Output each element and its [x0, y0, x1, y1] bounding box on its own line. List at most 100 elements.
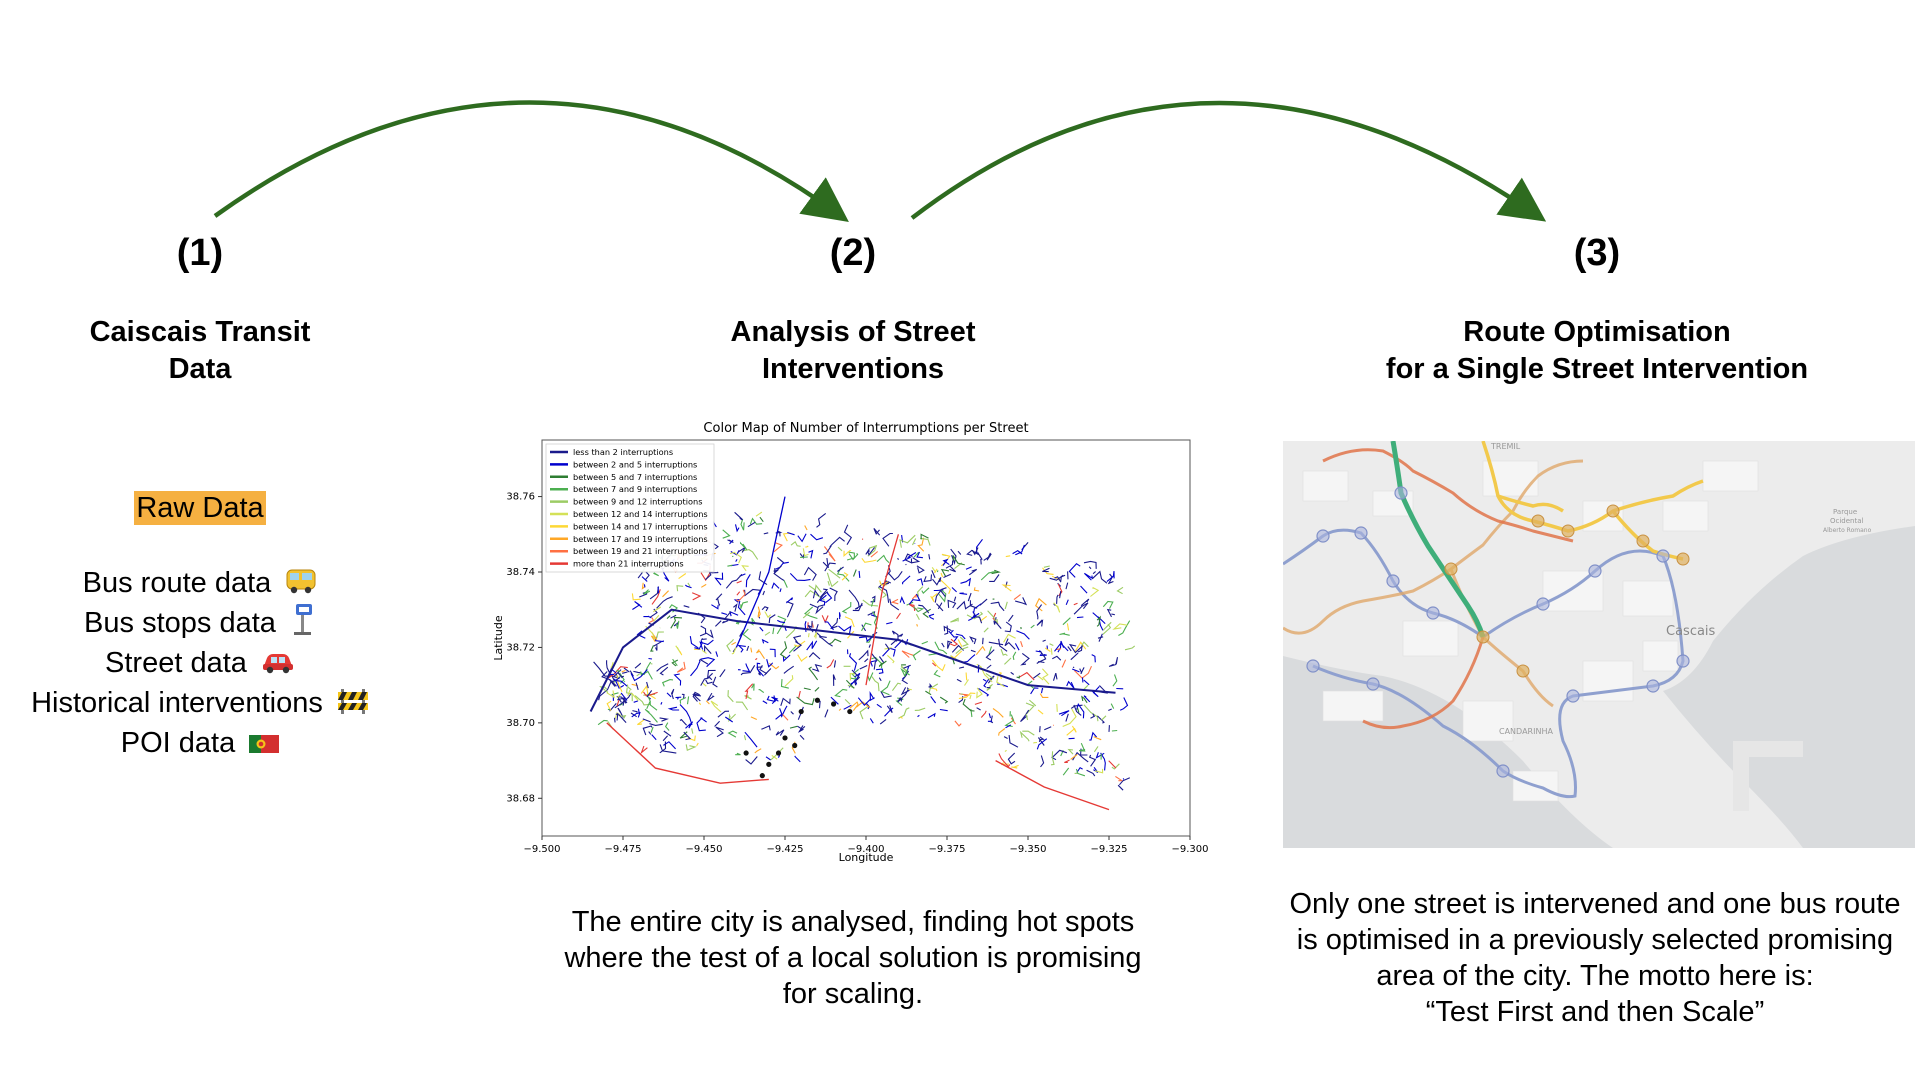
street-segment	[744, 731, 758, 748]
street-segment	[653, 641, 662, 647]
street-segment	[664, 722, 670, 731]
street-segment	[705, 679, 713, 685]
street-segment	[939, 708, 948, 712]
street-segment	[1117, 784, 1124, 791]
street-segment	[878, 656, 885, 663]
street-segment	[836, 567, 850, 582]
street-segment	[890, 598, 899, 605]
street-segment	[859, 706, 869, 720]
street-segment	[1066, 623, 1070, 631]
street-segment	[1040, 651, 1047, 660]
street-segment	[735, 589, 746, 602]
street-segment	[1003, 633, 1016, 643]
legend-entry: less than 2 interruptions	[573, 447, 673, 457]
street-segment	[838, 708, 842, 711]
street-segment	[789, 725, 798, 729]
street-segment	[1080, 598, 1090, 607]
street-segment	[843, 524, 853, 545]
street-segment	[1005, 724, 1012, 729]
street-segment	[773, 565, 785, 582]
street-segment	[785, 597, 794, 604]
x-tick-label: −9.375	[928, 844, 965, 855]
street-segment	[769, 648, 776, 658]
street-segment	[701, 638, 707, 641]
street-segment	[1073, 602, 1078, 606]
street-segment	[965, 566, 972, 570]
street-segment	[904, 553, 913, 564]
street-segment	[1065, 599, 1069, 606]
y-tick-label: 38.70	[506, 718, 535, 729]
street-segment	[1067, 646, 1072, 652]
street-segment	[1008, 735, 1019, 748]
street-segment	[960, 577, 972, 587]
street-segment	[955, 646, 969, 655]
street-segment	[1083, 560, 1097, 569]
street-segment	[873, 528, 881, 536]
legend-box	[545, 443, 715, 573]
street-segment	[663, 730, 672, 737]
street-segment	[1081, 695, 1088, 704]
street-segment	[637, 572, 643, 579]
street-segment	[843, 549, 852, 558]
street-segment	[757, 606, 761, 618]
street-segment	[797, 654, 808, 662]
street-segment	[656, 596, 673, 609]
street-segment	[898, 633, 904, 637]
street-segment	[663, 741, 677, 750]
city-blocks	[1302, 460, 1759, 802]
street-segment	[750, 716, 758, 721]
step-1-title: Caiscais Transit Data	[0, 314, 400, 388]
street-segment	[844, 616, 855, 628]
street-segment	[870, 614, 879, 618]
arrow-step1-to-step2	[213, 100, 849, 222]
street-segment	[827, 580, 830, 586]
street-segment	[631, 711, 641, 718]
street-segment	[661, 679, 674, 687]
street-segment	[641, 576, 648, 582]
street-segment	[959, 666, 965, 669]
street-segment	[1000, 648, 1008, 657]
street-segment	[1112, 674, 1118, 687]
street-segment	[1068, 643, 1084, 654]
street-segment	[868, 644, 871, 648]
street-segment	[784, 627, 787, 632]
street-segment	[830, 696, 839, 705]
street-segment	[649, 723, 663, 726]
street-segment	[802, 611, 811, 619]
street-segment	[923, 574, 933, 583]
caption-line: for scaling.	[782, 978, 924, 1010]
street-segment	[908, 593, 921, 605]
street-segment	[985, 672, 994, 680]
street-segment	[803, 566, 817, 581]
street-segment	[685, 721, 694, 729]
street-segment	[869, 718, 874, 724]
street-segment	[1093, 746, 1099, 753]
step-3-title: Route Optimisation for a Single Street I…	[1297, 314, 1897, 388]
street-segment	[764, 611, 772, 619]
street-segment	[958, 693, 970, 697]
street-segment	[749, 517, 763, 525]
street-segment	[692, 691, 700, 702]
street-segment	[1054, 576, 1062, 583]
street-segment	[796, 696, 815, 706]
street-segment	[1061, 659, 1067, 668]
street-segment	[1055, 648, 1062, 651]
street-segment	[780, 697, 791, 706]
street-segment	[759, 516, 764, 523]
street-segment	[809, 603, 818, 609]
street-segment	[998, 638, 1008, 652]
street-segment	[980, 571, 996, 581]
street-segment	[876, 703, 882, 709]
list-item: Bus stops data	[0, 603, 400, 643]
street-segment	[722, 620, 729, 624]
street-segment	[965, 672, 968, 681]
street-segment	[755, 511, 763, 517]
street-segment	[934, 568, 938, 574]
street-segment	[908, 688, 912, 691]
street-segment	[704, 644, 712, 654]
street-segment	[828, 638, 842, 645]
street-segment	[848, 653, 858, 671]
street-segment	[632, 601, 643, 610]
legend-entry: between 17 and 19 interruptions	[573, 534, 708, 544]
street-segment	[746, 645, 750, 651]
